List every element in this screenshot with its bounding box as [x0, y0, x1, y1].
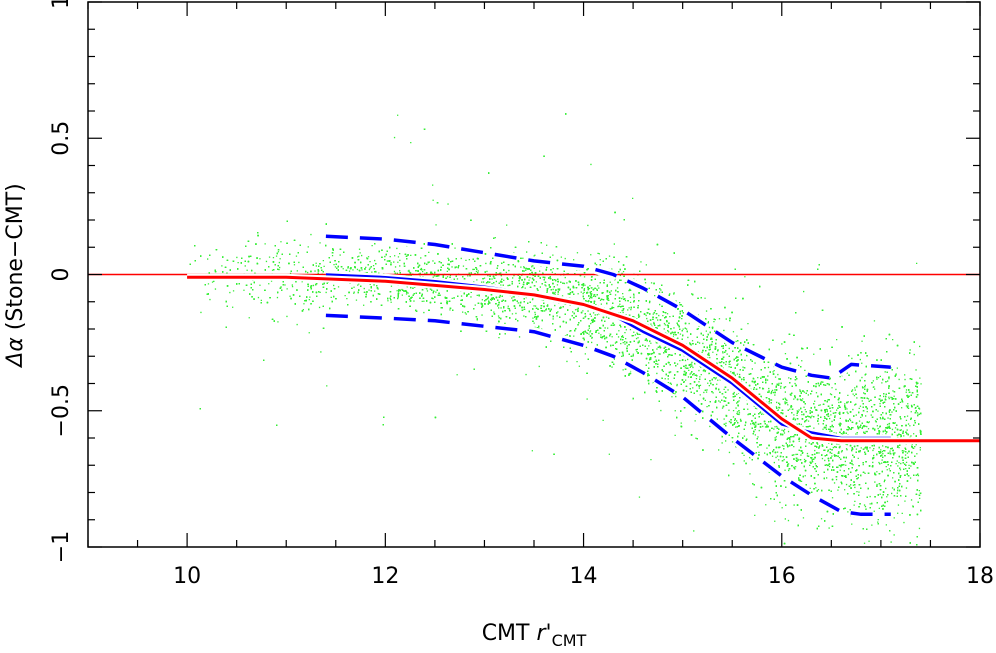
x-tick-label: 10: [173, 564, 201, 589]
x-axis-label: CMT r'CMT: [482, 621, 587, 650]
fit-line: [187, 275, 980, 443]
scatter-points-group: [200, 114, 922, 545]
x-tick-label: 12: [371, 564, 399, 589]
scatter-points-group: [194, 128, 922, 545]
x-axis-label-sub: CMT: [552, 631, 587, 650]
lower-band-line: [325, 313, 891, 517]
x-axis-label-var: r': [536, 621, 551, 646]
y-axis-label: Δα (Stone−CMT): [3, 183, 28, 368]
x-axis-label-main: CMT: [482, 621, 537, 646]
x-tick-label: 16: [768, 564, 796, 589]
y-tick-label: −0.5: [49, 384, 74, 437]
y-axis-label-paren: (Stone−CMT): [3, 183, 28, 337]
scatter-points: [189, 113, 922, 546]
axis-ticks: 10 12 14 16 18 −1 −0.5 0 0.5 1: [49, 0, 994, 589]
x-tick-label: 14: [570, 564, 598, 589]
y-tick-label: 1: [49, 0, 74, 9]
y-tick-label: 0.5: [49, 121, 74, 156]
y-tick-label: 0: [49, 268, 74, 282]
y-tick-label: −1: [49, 531, 74, 563]
fit-halo: [187, 273, 980, 445]
x-tick-label: 18: [966, 564, 994, 589]
scatter-points-group: [189, 113, 922, 546]
y-axis-label-greek: Δα: [3, 337, 28, 369]
upper-band-line: [325, 234, 891, 380]
series-lines: [88, 231, 980, 519]
